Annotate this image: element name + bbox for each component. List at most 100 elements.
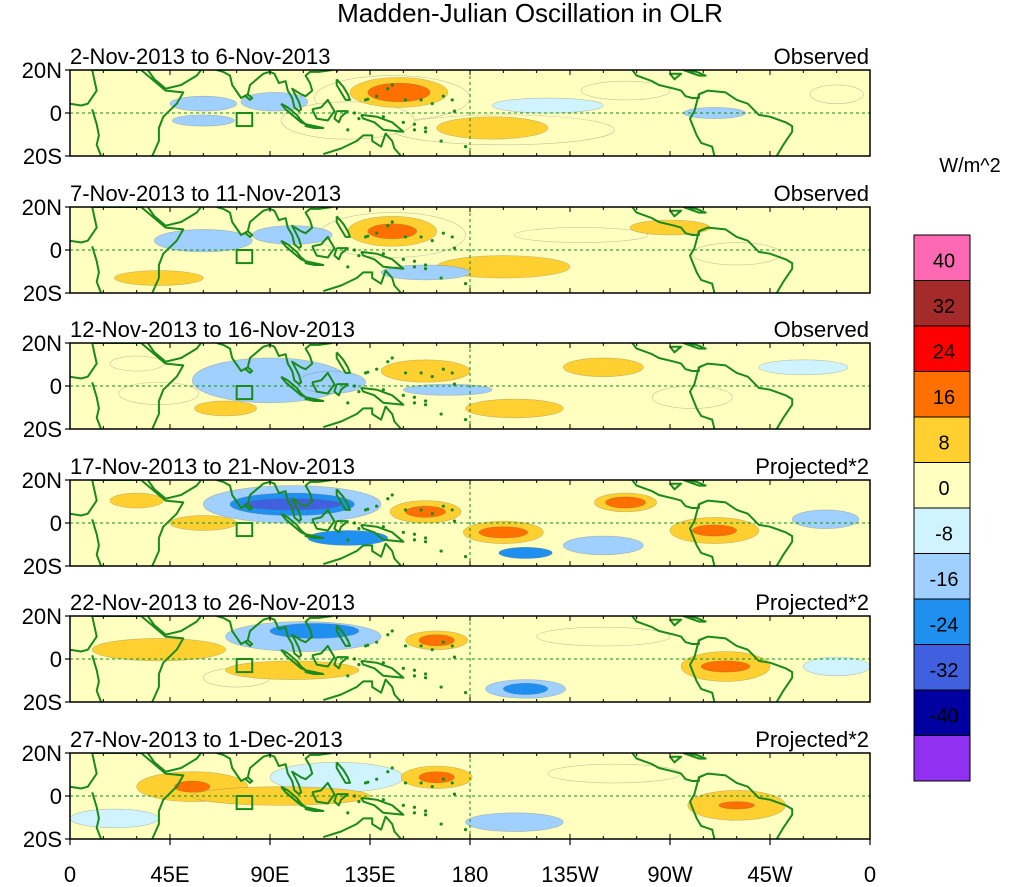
positive-anomaly (700, 660, 751, 673)
positive-anomaly (225, 660, 360, 680)
negative-anomaly (503, 683, 549, 695)
island-mark (450, 98, 454, 102)
island-mark (463, 282, 468, 286)
panel-kind: Observed (774, 181, 869, 206)
panel-6: 20N 0 20S 27-Nov-2013 to 1-Dec-2013 Projecte… (22, 727, 871, 852)
coastline (698, 89, 794, 156)
island-mark (357, 390, 361, 394)
island-mark (346, 674, 350, 678)
coastline (216, 753, 333, 796)
coastline (698, 499, 794, 566)
island-mark (412, 395, 417, 399)
positive-anomaly (809, 84, 864, 104)
coastline (311, 371, 336, 395)
x-tick-label: 90W (647, 862, 692, 887)
colorbar-label: -24 (930, 615, 959, 637)
island-mark (463, 555, 468, 559)
negative-anomaly (465, 812, 564, 832)
panel-kind: Observed (774, 44, 869, 69)
island-mark (386, 497, 390, 501)
positive-anomaly (91, 638, 226, 662)
panel-kind: Projected*2 (755, 590, 869, 615)
coastline (304, 533, 325, 539)
coastline (146, 616, 202, 636)
panel-period: 17-Nov-2013 to 21-Nov-2013 (70, 454, 355, 479)
coastline (91, 655, 103, 702)
island-mark (401, 393, 405, 397)
positive-anomaly (109, 492, 164, 509)
coastline (304, 396, 325, 402)
coastlines (70, 343, 794, 429)
coastline (216, 207, 333, 250)
y-tick-label: 0 (50, 101, 62, 126)
island-mark (430, 648, 434, 652)
panel-kind: Observed (774, 317, 869, 342)
island-mark (357, 527, 361, 531)
x-tick-label: 135W (541, 862, 599, 887)
y-tick-label: 0 (50, 647, 62, 672)
panel-3: 20N 0 20S 12-Nov-2013 to 16-Nov-2013 Observe… (22, 317, 871, 442)
island-mark (430, 375, 434, 379)
island-mark (452, 246, 457, 250)
coastline (335, 624, 351, 647)
coastline (335, 761, 351, 784)
island-mark (463, 418, 468, 422)
island-mark (423, 813, 428, 817)
coastline (689, 94, 716, 156)
colorbar: 40 32 24 16 8 0 -8 -16 -24 -32 -40 (913, 234, 971, 782)
positive-anomaly (580, 80, 671, 101)
island-mark (357, 254, 361, 258)
coastline (304, 669, 325, 675)
coastline (322, 542, 402, 566)
island-mark (452, 655, 457, 659)
island-mark (439, 685, 443, 689)
panel-5: 20N 0 20S 22-Nov-2013 to 26-Nov-2013 Project… (22, 590, 871, 715)
coastline (91, 792, 103, 839)
coastline (322, 405, 402, 429)
island-mark (412, 811, 417, 815)
colorbar-swatch (913, 280, 971, 327)
coastline (698, 226, 794, 293)
island-mark (403, 235, 408, 239)
coastline (669, 618, 683, 627)
coastline (244, 366, 254, 374)
coastline (92, 480, 185, 566)
x-tick-label: 0 (864, 862, 876, 887)
island-mark (439, 549, 443, 553)
island-mark (441, 94, 445, 98)
island-mark (441, 367, 445, 371)
coastline (689, 504, 716, 566)
positive-anomaly (380, 359, 471, 383)
coastline (360, 796, 405, 816)
colorbar-label: 40 (933, 251, 955, 273)
island-mark (412, 674, 417, 678)
colorbar-swatch (913, 735, 971, 782)
island-mark (450, 235, 454, 239)
positive-anomaly (405, 505, 446, 518)
positive-anomaly (536, 626, 671, 647)
x-tick-label: 45W (747, 862, 792, 887)
island-mark (412, 538, 417, 542)
coastline (335, 488, 351, 511)
coastline (311, 781, 336, 805)
island-mark (423, 672, 428, 676)
coastline (92, 343, 185, 429)
panel-period: 27-Nov-2013 to 1-Dec-2013 (70, 727, 343, 752)
colorbar-label: -8 (935, 524, 953, 546)
coastline (311, 644, 336, 668)
island-mark (423, 403, 428, 407)
island-mark (439, 276, 443, 280)
y-tick-label: 20S (23, 827, 62, 852)
coastline (698, 772, 794, 839)
colorbar-label: -32 (930, 660, 959, 682)
coastline (669, 345, 683, 354)
colorbar-swatch (913, 371, 971, 418)
positive-anomaly (174, 780, 211, 793)
island-mark (390, 629, 394, 633)
island-mark (439, 412, 443, 416)
coastline (304, 123, 325, 129)
island-mark (419, 98, 423, 102)
island-mark (346, 265, 350, 269)
y-tick-label: 20N (22, 468, 62, 493)
x-tick-label: 0 (64, 862, 76, 887)
